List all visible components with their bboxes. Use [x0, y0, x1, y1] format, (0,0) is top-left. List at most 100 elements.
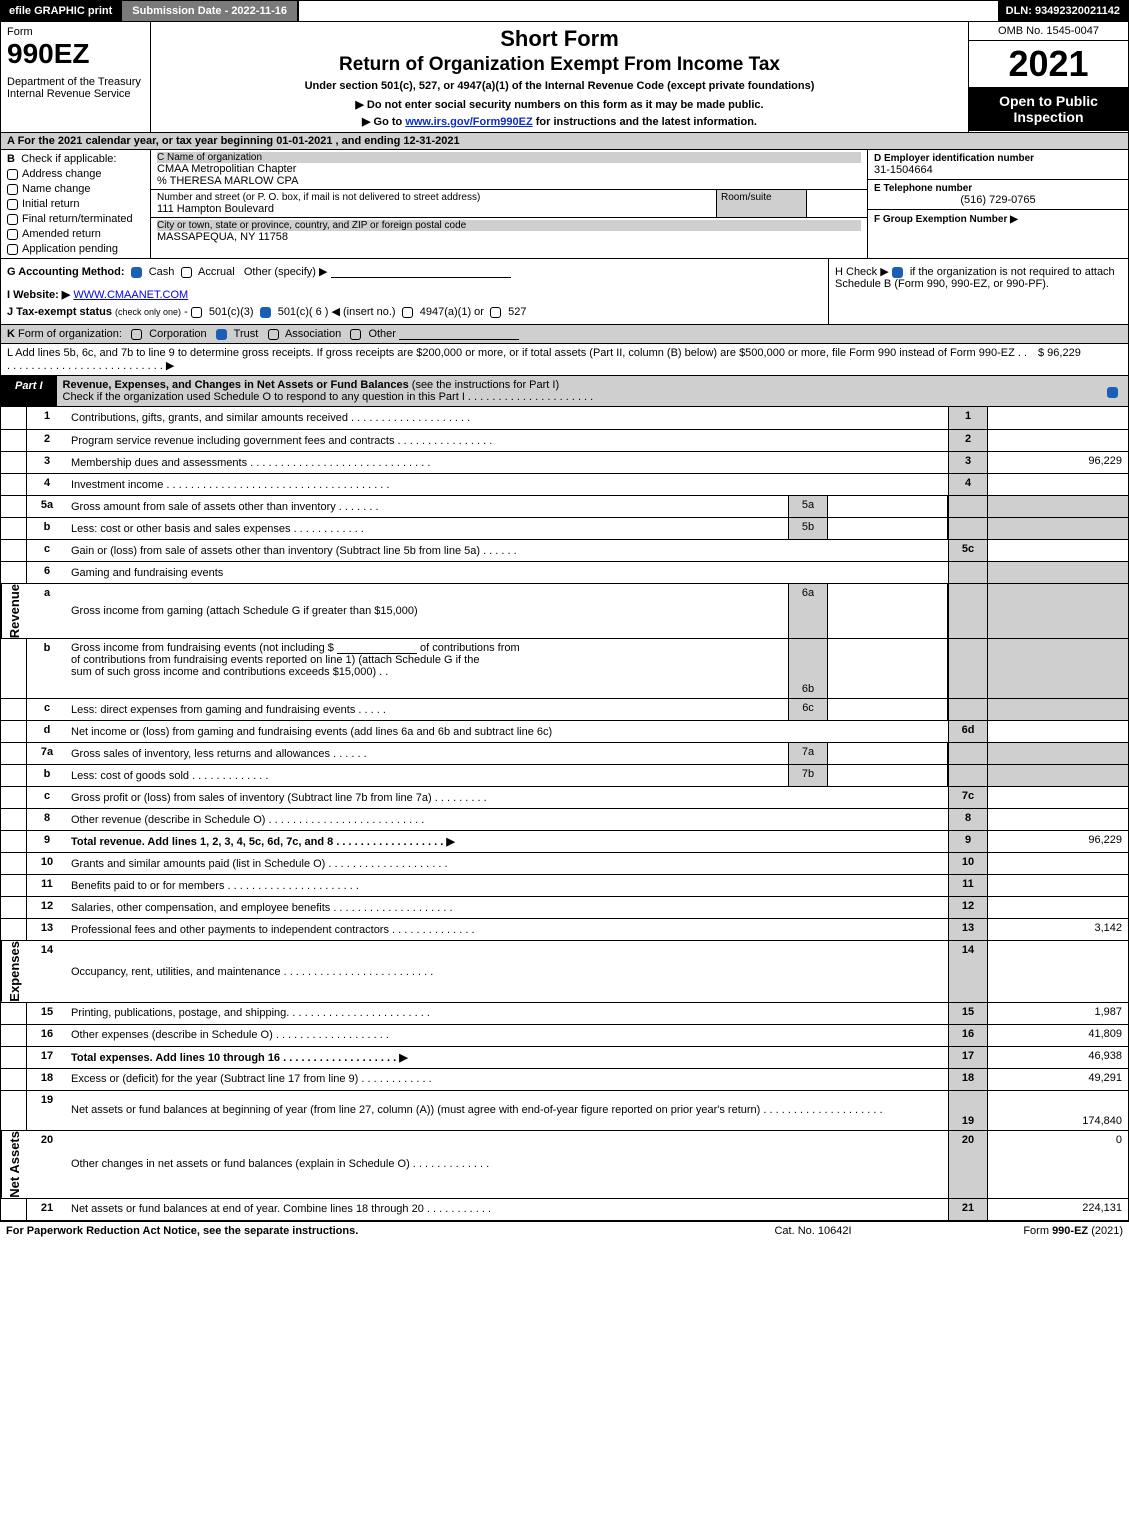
line-desc: Salaries, other compensation, and employ… [67, 897, 948, 918]
link-pre: ▶ Go to [362, 116, 405, 128]
line-4: 4 Investment income . . . . . . . . . . … [1, 473, 1128, 495]
line-num-col [948, 562, 988, 583]
chk-other-org[interactable] [350, 329, 361, 340]
sidebar-spacer [1, 1025, 27, 1046]
chk-cash[interactable] [131, 267, 142, 278]
line-13: 13 Professional fees and other payments … [1, 918, 1128, 940]
line-no: d [27, 721, 67, 742]
org-name-label: C Name of organization [157, 152, 861, 163]
line-19: 19 Net assets or fund balances at beginn… [1, 1090, 1128, 1130]
line-8: 8 Other revenue (describe in Schedule O)… [1, 808, 1128, 830]
line-21: 21 Net assets or fund balances at end of… [1, 1198, 1128, 1220]
col-b-checkboxes: B B Check if applicable:Check if applica… [1, 150, 151, 258]
line-no: 21 [27, 1199, 67, 1220]
contrib-amount-input[interactable] [337, 642, 417, 654]
line-no: 13 [27, 919, 67, 940]
revenue-sidebar: Revenue [1, 584, 27, 638]
line-no: 3 [27, 452, 67, 473]
line-val: 3,142 [988, 919, 1128, 940]
chk-initial-return[interactable]: Initial return [7, 198, 144, 210]
chk-trust[interactable] [216, 329, 227, 340]
chk-address-change[interactable]: Address change [7, 168, 144, 180]
sidebar-spacer [1, 1091, 27, 1130]
line-no: 20 [27, 1131, 67, 1198]
line-desc: Gross income from fundraising events (no… [67, 639, 788, 698]
title-return: Return of Organization Exempt From Incom… [159, 54, 960, 76]
line-num-col [948, 699, 988, 720]
form-id-block: Form 990EZ Department of the Treasury In… [1, 22, 151, 132]
chk-527[interactable] [490, 307, 501, 318]
website-link[interactable]: WWW.CMAANET.COM [73, 289, 188, 301]
line-val [988, 875, 1128, 896]
sidebar-spacer [1, 474, 27, 495]
part-i-header: Part I Revenue, Expenses, and Changes in… [0, 376, 1129, 407]
line-no: c [27, 787, 67, 808]
line-val: 46,938 [988, 1047, 1128, 1068]
part-i-table: 1 Contributions, gifts, grants, and simi… [0, 407, 1129, 1221]
chk-final-return[interactable]: Final return/terminated [7, 213, 144, 225]
row-l-gross-receipts: L Add lines 5b, 6c, and 7b to line 9 to … [0, 344, 1129, 376]
line-num-col: 16 [948, 1025, 988, 1046]
other-org-input[interactable] [399, 328, 519, 340]
line-num-col: 11 [948, 875, 988, 896]
other-specify-input[interactable] [331, 266, 511, 278]
line-num-col [948, 496, 988, 517]
line-num-col: 3 [948, 452, 988, 473]
line-num-col: 8 [948, 809, 988, 830]
line-num-col: 15 [948, 1003, 988, 1024]
top-bar: efile GRAPHIC print Submission Date - 20… [0, 0, 1129, 22]
line-desc: Gross profit or (loss) from sales of inv… [67, 787, 948, 808]
cash-label: Cash [149, 266, 175, 278]
sub-val [828, 765, 948, 786]
line-desc: Professional fees and other payments to … [67, 919, 948, 940]
line-num-col: 2 [948, 430, 988, 451]
ein-value: 31-1504664 [874, 164, 1122, 176]
chk-accrual[interactable] [181, 267, 192, 278]
sidebar-spacer [1, 452, 27, 473]
line-15: 15 Printing, publications, postage, and … [1, 1002, 1128, 1024]
sidebar-spacer [1, 562, 27, 583]
line-num-col: 12 [948, 897, 988, 918]
chk-amended-return[interactable]: Amended return [7, 228, 144, 240]
room-suite-value [807, 190, 867, 217]
line-no: 2 [27, 430, 67, 451]
col-b-header: B B Check if applicable:Check if applica… [7, 153, 144, 165]
line-val: 41,809 [988, 1025, 1128, 1046]
irs-link[interactable]: www.irs.gov/Form990EZ [405, 116, 532, 128]
sub-val [828, 496, 948, 517]
line-val [988, 699, 1128, 720]
chk-application-pending[interactable]: Application pending [7, 243, 144, 255]
chk-501c3[interactable] [191, 307, 202, 318]
line-desc: Benefits paid to or for members . . . . … [67, 875, 948, 896]
line-a: Revenue a Gross income from gaming (atta… [1, 583, 1128, 638]
sidebar-spacer [1, 540, 27, 561]
phone-value: (516) 729-0765 [874, 194, 1122, 206]
line-desc: Less: cost of goods sold . . . . . . . .… [67, 765, 788, 786]
sidebar-spacer [1, 919, 27, 940]
line-num-col [948, 765, 988, 786]
line-desc: Occupancy, rent, utilities, and maintena… [67, 941, 948, 1002]
line-num-col: 6d [948, 721, 988, 742]
sidebar-spacer [1, 787, 27, 808]
expenses-sidebar: Expenses [1, 941, 27, 1002]
instructions-link-row: ▶ Go to www.irs.gov/Form990EZ for instru… [159, 115, 960, 128]
sidebar-spacer [1, 809, 27, 830]
sub-val [828, 518, 948, 539]
netassets-sidebar: Net Assets [1, 1131, 27, 1198]
chk-corporation[interactable] [131, 329, 142, 340]
ssn-warning: ▶ Do not enter social security numbers o… [159, 98, 960, 111]
phone-label: E Telephone number [874, 183, 1122, 194]
part-i-schedule-o-chk[interactable] [1100, 376, 1128, 406]
line-val [988, 639, 1128, 698]
line-no: 9 [27, 831, 67, 852]
line-no: 1 [27, 407, 67, 429]
chk-association[interactable] [268, 329, 279, 340]
efile-print-label[interactable]: efile GRAPHIC print [1, 1, 120, 21]
sidebar-spacer [1, 496, 27, 517]
chk-4947[interactable] [402, 307, 413, 318]
line-num-col: 1 [948, 407, 988, 429]
chk-schedule-b[interactable] [892, 267, 903, 278]
chk-501c[interactable] [260, 307, 271, 318]
chk-name-change[interactable]: Name change [7, 183, 144, 195]
line-no: 10 [27, 853, 67, 874]
